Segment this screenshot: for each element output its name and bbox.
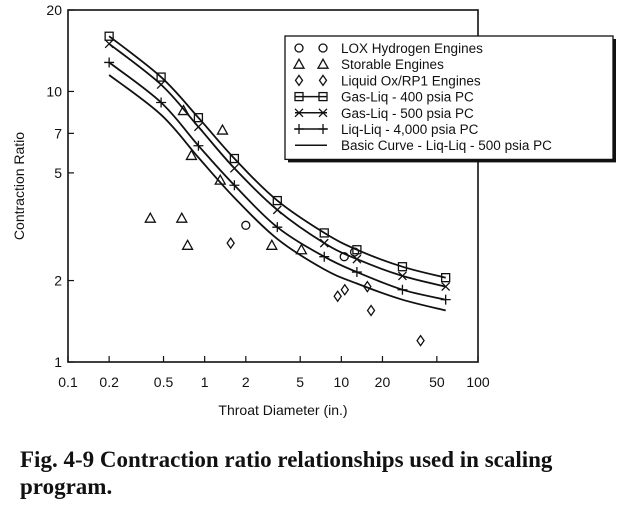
data-point-square (441, 273, 451, 283)
legend-label: Liq-Liq - 4,000 psia PC (341, 122, 479, 137)
legend-marker (318, 43, 328, 53)
data-point-triangle (144, 211, 157, 223)
data-point-triangle (265, 238, 278, 250)
x-tick-label: 20 (375, 374, 391, 390)
x-tick-label: 0.1 (58, 374, 78, 390)
data-point-x (193, 122, 203, 132)
legend-label: Storable Engines (341, 57, 444, 72)
data-point-square (193, 113, 204, 123)
data-point-square (272, 195, 282, 206)
x-tick-label: 50 (429, 374, 445, 390)
data-point-x (156, 80, 166, 90)
data-point-square (397, 262, 408, 272)
data-point-diamond (363, 280, 372, 293)
legend-marker (316, 57, 330, 69)
legend-marker (294, 124, 304, 134)
data-point-diamond (416, 334, 425, 347)
legend-label: Basic Curve - Liq-Liq - 500 psia PC (341, 138, 552, 153)
x-tick-label: 1 (201, 374, 209, 390)
data-point-triangle (175, 211, 188, 223)
legend-label: LOX Hydrogen Engines (341, 41, 483, 56)
data-point-diamond (366, 304, 376, 317)
data-point-plus (156, 97, 167, 108)
data-point-plus (397, 284, 408, 295)
legend-marker (294, 91, 304, 102)
legend-marker (318, 74, 328, 87)
data-point-x (104, 39, 114, 49)
series-markers (104, 31, 451, 347)
x-tick-label: 100 (466, 374, 490, 390)
data-point-square (229, 153, 240, 164)
data-point-x (319, 238, 329, 248)
x-tick-label: 0.5 (154, 374, 174, 390)
data-point-square (104, 31, 114, 41)
plot-frame (67, 9, 479, 363)
data-point-plus (104, 57, 115, 68)
x-tick-label: 0.2 (99, 374, 119, 390)
legend-marker (318, 91, 328, 102)
y-axis-title: Contraction Ratio (11, 132, 27, 240)
y-tick-label: 20 (46, 2, 62, 18)
legend-marker (318, 108, 328, 118)
data-point-circle (241, 220, 251, 230)
data-point-triangle (181, 238, 194, 250)
legend-label: Liquid Ox/RP1 Engines (341, 73, 481, 88)
data-point-triangle (214, 173, 227, 185)
data-point-x (272, 205, 282, 215)
data-point-x (352, 254, 362, 264)
data-point-x (441, 282, 451, 292)
legend-label: Gas-Liq - 400 psia PC (341, 90, 474, 105)
data-point-diamond (226, 237, 235, 250)
data-point-plus (319, 251, 330, 262)
legend-marker (294, 108, 304, 118)
plot-border (67, 9, 479, 363)
data-point-diamond (340, 283, 350, 296)
data-point-plus (229, 180, 240, 191)
data-point-plus (193, 140, 204, 151)
data-point-square (319, 228, 329, 238)
legend-marker (318, 124, 328, 134)
data-point-x (397, 271, 407, 281)
data-point-diamond (333, 290, 342, 303)
series-line-3 (108, 35, 446, 279)
data-point-plus (272, 222, 283, 233)
x-tick-label: 10 (334, 374, 350, 390)
data-point-triangle (185, 149, 198, 161)
data-point-circle (339, 252, 349, 262)
legend-marker (294, 74, 304, 87)
x-axis-ticks: 0.1 0.2 0.5 1 2 5 10 20 50 100 (58, 356, 490, 390)
x-axis-title: Throat Diameter (in.) (218, 402, 347, 418)
y-tick-label: 2 (54, 273, 62, 289)
contraction-ratio-chart: 0.1 0.2 0.5 1 2 5 10 20 50 100 1 2 5 7 10 20 Throat Di… (11, 2, 616, 418)
y-axis-ticks: 1 2 5 7 10 20 (46, 2, 74, 370)
legend-label: Gas-Liq - 500 psia PC (341, 106, 474, 121)
legend-marker (294, 43, 304, 53)
x-tick-label: 2 (242, 374, 250, 390)
data-point-plus (351, 267, 362, 278)
y-tick-label: 5 (54, 165, 62, 181)
series-line-6 (108, 74, 446, 312)
data-point-plus (440, 294, 451, 305)
legend-box (284, 35, 614, 161)
y-tick-label: 1 (54, 354, 62, 370)
figure-caption: Fig. 4-9 Contraction ratio relationships… (20, 447, 553, 499)
y-tick-label: 10 (46, 83, 62, 99)
legend-marker (292, 57, 306, 69)
data-point-square (352, 245, 362, 255)
data-point-square (156, 72, 166, 82)
x-tick-label: 5 (296, 374, 304, 390)
data-point-triangle (295, 243, 308, 255)
data-point-triangle (216, 123, 229, 135)
data-point-x (229, 163, 239, 173)
y-tick-label: 7 (54, 125, 62, 141)
data-point-triangle (177, 104, 190, 116)
